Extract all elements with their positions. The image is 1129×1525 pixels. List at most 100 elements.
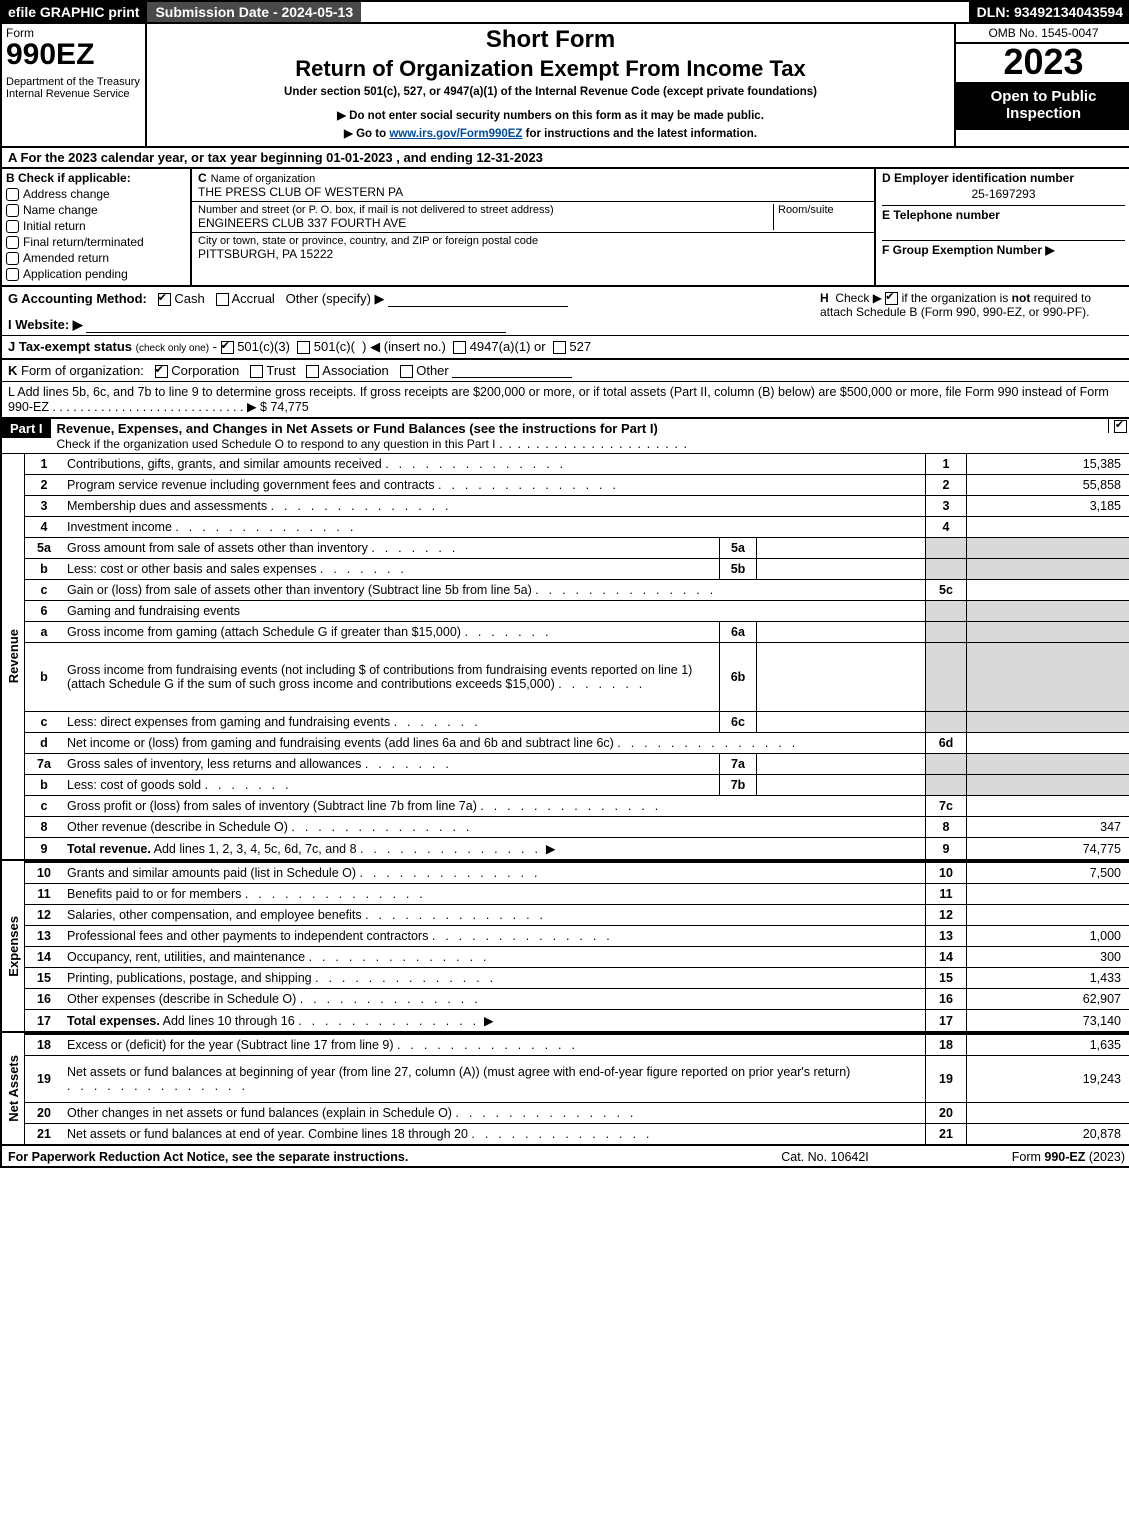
j-527-checkbox[interactable] <box>553 341 566 354</box>
phone-label: E Telephone number <box>882 208 1000 222</box>
address-block: B Check if applicable: Address change Nam… <box>2 169 1129 286</box>
paperwork-notice: For Paperwork Reduction Act Notice, see … <box>8 1150 725 1164</box>
line-16: 16Other expenses (describe in Schedule O… <box>25 989 1129 1010</box>
line-12: 12Salaries, other compensation, and empl… <box>25 905 1129 926</box>
line-3: 3Membership dues and assessments . . . .… <box>25 496 1129 517</box>
amount-line-15: 1,433 <box>967 968 1129 989</box>
amount-line-16: 62,907 <box>967 989 1129 1010</box>
goto-pre: ▶ Go to <box>344 128 389 140</box>
part-i-schedule-o-checkbox[interactable] <box>1114 420 1127 433</box>
goto-post: for instructions and the latest informat… <box>522 128 757 140</box>
k-other-checkbox[interactable] <box>400 365 413 378</box>
website-input[interactable] <box>86 318 506 333</box>
line-17: 17Total expenses. Add lines 10 through 1… <box>25 1010 1129 1032</box>
name-org-label: Name of organization <box>211 173 316 185</box>
efile-print-button[interactable]: efile GRAPHIC print <box>2 2 147 22</box>
other-specify-input[interactable] <box>388 292 568 307</box>
amount-line-4 <box>967 517 1129 538</box>
amount-line-1: 15,385 <box>967 454 1129 475</box>
form-ref: Form 990-EZ (2023) <box>925 1150 1125 1164</box>
amount-line-11 <box>967 884 1129 905</box>
k-other-input[interactable] <box>452 363 572 378</box>
catalog-number: Cat. No. 10642I <box>725 1150 925 1164</box>
k-assoc-checkbox[interactable] <box>306 365 319 378</box>
cash-checkbox[interactable] <box>158 293 171 306</box>
amount-line-10: 7,500 <box>967 862 1129 884</box>
line-11: 11Benefits paid to or for members . . . … <box>25 884 1129 905</box>
form-990ez-page: efile GRAPHIC print Submission Date - 20… <box>0 0 1129 1168</box>
line-8: 8Other revenue (describe in Schedule O) … <box>25 817 1129 838</box>
checkbox-amended-return[interactable]: Amended return <box>6 251 186 265</box>
line-b: bLess: cost or other basis and sales exp… <box>25 559 1129 580</box>
ssn-warning: ▶ Do not enter social security numbers o… <box>153 108 948 122</box>
checkbox-final-return-terminated[interactable]: Final return/terminated <box>6 235 186 249</box>
k-trust-checkbox[interactable] <box>250 365 263 378</box>
line-7a: 7aGross sales of inventory, less returns… <box>25 754 1129 775</box>
checkbox-initial-return[interactable]: Initial return <box>6 219 186 233</box>
part-i-sub: Check if the organization used Schedule … <box>57 437 496 451</box>
col-b-checkboxes: B Check if applicable: Address change Nam… <box>2 169 192 285</box>
b-head: Check if applicable: <box>18 171 131 185</box>
amount-line-17: 73,140 <box>967 1010 1129 1032</box>
accrual-checkbox[interactable] <box>216 293 229 306</box>
j-4947-checkbox[interactable] <box>453 341 466 354</box>
section-label: Expenses <box>6 916 21 977</box>
line-a: aGross income from gaming (attach Schedu… <box>25 622 1129 643</box>
room-label: Room/suite <box>774 204 868 230</box>
line-6: 6Gaming and fundraising events <box>25 601 1129 622</box>
amount-line-5c <box>967 580 1129 601</box>
form-header: Form 990EZ Department of the Treasury In… <box>2 24 1129 148</box>
checkbox-address-change[interactable]: Address change <box>6 187 186 201</box>
col-d-ids: D Employer identification number 25-1697… <box>876 169 1129 285</box>
line-21: 21Net assets or fund balances at end of … <box>25 1124 1129 1145</box>
j-tax-exempt: J Tax-exempt status (check only one) - 5… <box>2 335 1129 358</box>
ein-value: 25-1697293 <box>882 185 1125 205</box>
line-5a: 5aGross amount from sale of assets other… <box>25 538 1129 559</box>
k-corp-checkbox[interactable] <box>155 365 168 378</box>
checkbox-application-pending[interactable]: Application pending <box>6 267 186 281</box>
line-10: 10Grants and similar amounts paid (list … <box>25 862 1129 884</box>
submission-date: Submission Date - 2024-05-13 <box>147 2 361 22</box>
h-checkbox[interactable] <box>885 292 898 305</box>
line-b: bLess: cost of goods sold . . . . . . .7… <box>25 775 1129 796</box>
j-501c3-checkbox[interactable] <box>221 341 234 354</box>
ein-label: D Employer identification number <box>882 171 1125 185</box>
form-number: 990EZ <box>6 40 141 70</box>
line-4: 4Investment income . . . . . . . . . . .… <box>25 517 1129 538</box>
h-schedule-b: H Check ▶ if the organization is not req… <box>820 291 1125 333</box>
line-15: 15Printing, publications, postage, and s… <box>25 968 1129 989</box>
irs-link[interactable]: www.irs.gov/Form990EZ <box>389 128 522 140</box>
i-website-label: I Website: ▶ <box>8 317 83 332</box>
checkbox-name-change[interactable]: Name change <box>6 203 186 217</box>
amount-line-3: 3,185 <box>967 496 1129 517</box>
g-label: G Accounting Method: <box>8 291 147 306</box>
line-c: cLess: direct expenses from gaming and f… <box>25 712 1129 733</box>
amount-line-14: 300 <box>967 947 1129 968</box>
line-9: 9Total revenue. Add lines 1, 2, 3, 4, 5c… <box>25 838 1129 860</box>
goto-line: ▶ Go to www.irs.gov/Form990EZ for instru… <box>153 126 948 140</box>
street-label: Number and street (or P. O. box, if mail… <box>198 204 769 216</box>
line-d: dNet income or (loss) from gaming and fu… <box>25 733 1129 754</box>
line-c: cGain or (loss) from sale of assets othe… <box>25 580 1129 601</box>
section-expenses: Expenses 10Grants and similar amounts pai… <box>2 859 1129 1031</box>
line-a-tax-year: A For the 2023 calendar year, or tax yea… <box>2 148 1129 169</box>
cash-label: Cash <box>174 291 204 306</box>
amount-line-13: 1,000 <box>967 926 1129 947</box>
amount-line-18: 1,635 <box>967 1034 1129 1056</box>
amount-line-19: 19,243 <box>967 1056 1129 1103</box>
page-footer: For Paperwork Reduction Act Notice, see … <box>2 1144 1129 1166</box>
topbar: efile GRAPHIC print Submission Date - 20… <box>2 2 1129 24</box>
org-name: THE PRESS CLUB OF WESTERN PA <box>198 185 868 199</box>
amount-line-2: 55,858 <box>967 475 1129 496</box>
section-revenue: Revenue 1Contributions, gifts, grants, an… <box>2 453 1129 859</box>
line-b: bGross income from fundraising events (n… <box>25 643 1129 712</box>
b-letter: B <box>6 171 15 185</box>
line-1: 1Contributions, gifts, grants, and simil… <box>25 454 1129 475</box>
col-c-org: CName of organization THE PRESS CLUB OF … <box>192 169 876 285</box>
amount-line-7c <box>967 796 1129 817</box>
line-18: 18Excess or (deficit) for the year (Subt… <box>25 1034 1129 1056</box>
section-label: Revenue <box>6 629 21 683</box>
return-title: Return of Organization Exempt From Incom… <box>153 56 948 82</box>
tax-year: 2023 <box>956 44 1129 84</box>
j-501c-checkbox[interactable] <box>297 341 310 354</box>
